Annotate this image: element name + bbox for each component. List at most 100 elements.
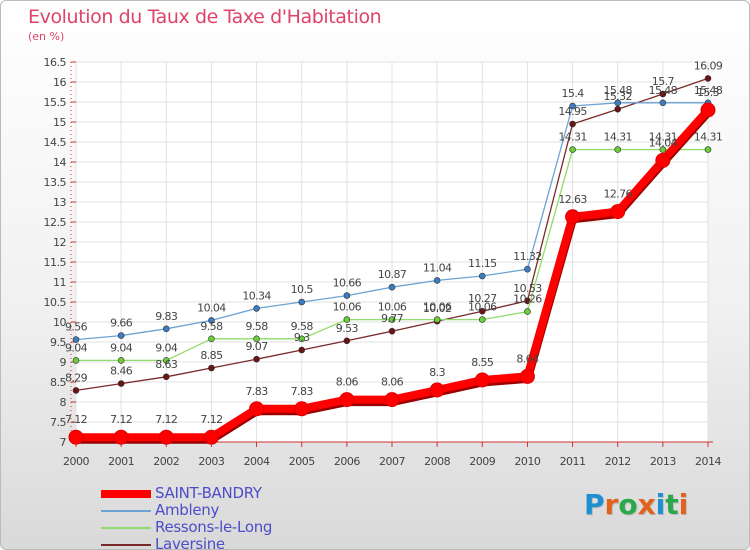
data-label: 9.04 [65, 341, 88, 354]
grid [75, 61, 709, 443]
legend-swatch [101, 490, 151, 498]
data-point [294, 401, 310, 417]
data-point [614, 105, 622, 113]
legend-swatch [101, 527, 151, 529]
legend-label: SAINT-BANDRY [155, 484, 262, 502]
legend-swatch [101, 510, 151, 512]
x-tick-label: 2008 [424, 455, 450, 468]
data-label: 10.66 [333, 277, 362, 290]
data-label: 15.4 [562, 87, 585, 100]
data-point [298, 346, 306, 354]
chart-unit: (en %) [28, 30, 65, 43]
data-label: 15.48 [649, 84, 678, 97]
data-label: 9.07 [246, 340, 269, 353]
x-tick-label: 2002 [153, 455, 179, 468]
data-point [253, 305, 260, 312]
data-label: 14.31 [694, 131, 723, 144]
data-label: 8.85 [200, 349, 223, 362]
data-label: 8.63 [155, 358, 178, 371]
x-tick-label: 2013 [650, 455, 676, 468]
data-point [569, 102, 576, 110]
data-point [253, 355, 260, 363]
data-point [113, 429, 129, 445]
y-tick-label: 8.5 [50, 376, 66, 389]
y-tick-label: 7.5 [50, 416, 66, 429]
data-label: 10.34 [242, 289, 271, 302]
series-ambleny [72, 99, 712, 343]
data-label: 16.09 [694, 59, 723, 72]
data-point [203, 429, 219, 445]
data-point [68, 429, 84, 445]
data-point [253, 335, 260, 343]
data-point [655, 152, 671, 168]
data-point [565, 209, 581, 225]
data-point [117, 357, 125, 364]
data-label: 9.58 [291, 320, 314, 333]
data-label: 8.46 [110, 365, 133, 378]
legend-swatch [101, 544, 151, 546]
data-point [524, 308, 531, 315]
data-point [433, 316, 441, 323]
series-saint-bandry [68, 102, 716, 445]
data-point [208, 335, 215, 343]
y-tick-label: 13.5 [44, 176, 67, 189]
data-point [610, 204, 626, 220]
data-label: 15.48 [603, 84, 632, 97]
data-point [700, 102, 716, 118]
data-point [659, 99, 667, 107]
data-label: 12.76 [603, 188, 632, 201]
data-label: 7.12 [155, 413, 177, 426]
data-point [208, 364, 215, 372]
data-point [524, 265, 531, 273]
data-point [478, 316, 486, 323]
data-label: 8.29 [65, 371, 88, 384]
y-tick-label: 8 [60, 396, 67, 409]
data-point [614, 146, 622, 153]
data-label: 11.15 [468, 257, 497, 270]
legend-label: Ressons-le-Long [155, 518, 273, 536]
x-tick-label: 2010 [514, 455, 540, 468]
data-point [162, 373, 170, 381]
data-point [388, 283, 396, 291]
data-label: 14.04 [649, 136, 678, 149]
data-point [208, 317, 215, 324]
chart-title: Evolution du Taux de Taxe d'Habitation [28, 6, 382, 28]
axes: 7 7.5 8 8.5 9 9.5 10 10.5 11 11.5 12 12.5 13 13.5 14 14… [44, 56, 722, 468]
x-tick-label: 2003 [198, 455, 224, 468]
data-label: 15.3 [697, 86, 720, 99]
x-tick-label: 2000 [63, 455, 89, 468]
x-tick-label: 2009 [469, 455, 495, 468]
data-point [388, 316, 396, 323]
data-label: 10.06 [378, 301, 407, 314]
data-label: 11.04 [423, 261, 452, 274]
data-label: 14.31 [558, 131, 587, 144]
data-point [249, 401, 265, 417]
data-labels: 9.56 9.66 9.83 10.04 10.34 10.5 10.66 10.87 11.0… [65, 59, 723, 426]
data-point [704, 75, 712, 82]
x-tick-label: 2014 [695, 455, 721, 468]
data-label: 7.12 [200, 413, 222, 426]
data-point [343, 337, 351, 345]
data-label: 7.83 [291, 385, 314, 398]
data-label: 10.87 [378, 268, 407, 281]
data-label: 8.64 [516, 352, 539, 365]
data-point [162, 357, 170, 364]
y-tick-label: 12.5 [44, 216, 67, 229]
data-label: 8.3 [429, 366, 445, 379]
series-ressons-le-long [72, 146, 712, 364]
x-tick-label: 2004 [244, 455, 270, 468]
data-point [343, 316, 351, 323]
data-label: 8.06 [381, 376, 404, 389]
data-point [704, 146, 712, 153]
data-label: 14.31 [649, 131, 678, 144]
y-tick-label: 10 [53, 316, 66, 329]
y-tick-label: 16.5 [44, 56, 67, 69]
legend-label: Laversine [155, 535, 225, 550]
y-tick-label: 15.5 [44, 96, 67, 109]
data-point [384, 392, 400, 408]
data-label: 15.32 [603, 90, 632, 103]
data-label: 9.56 [65, 321, 88, 334]
y-tick-label: 14.5 [44, 136, 67, 149]
data-point [429, 382, 445, 398]
data-point [433, 277, 441, 284]
